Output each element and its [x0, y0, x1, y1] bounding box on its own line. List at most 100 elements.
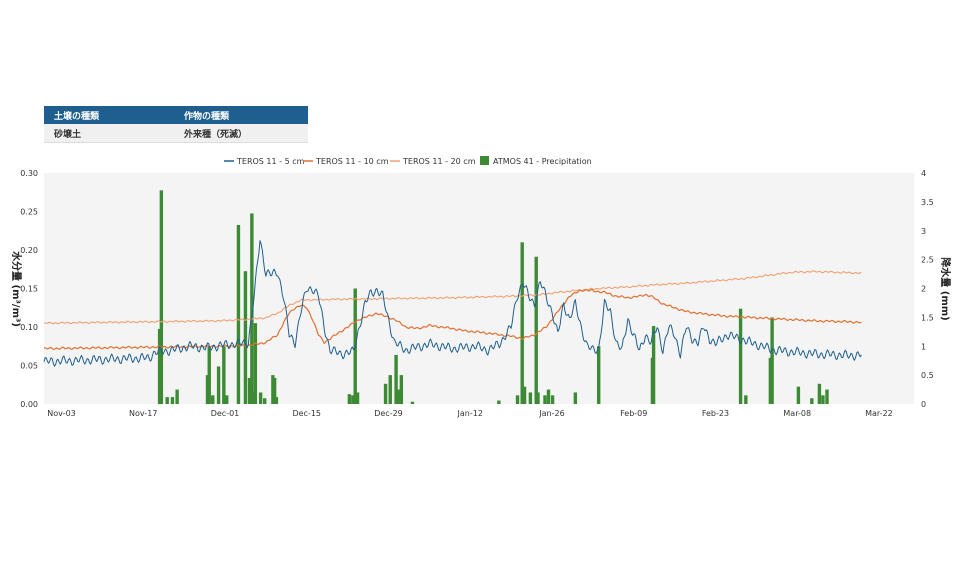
- precipitation-bar: [546, 389, 551, 404]
- precipitation-bar: [543, 395, 547, 404]
- precipitation-bar: [351, 395, 355, 404]
- left-tick-label: 0.10: [20, 323, 38, 332]
- legend-label-precip: ATMOS 41 - Precipitation: [493, 157, 592, 166]
- soil-moisture-chart: TEROS 11 - 5 cm TEROS 11 - 10 cm TEROS 1…: [10, 156, 952, 418]
- legend-label-teros-10: TEROS 11 - 10 cm: [315, 157, 389, 166]
- precipitation-bar: [573, 392, 578, 404]
- precipitation-bar: [596, 346, 601, 404]
- precipitation-bar: [550, 395, 555, 404]
- precipitation-bar: [165, 397, 169, 404]
- precipitation-bar: [528, 392, 533, 404]
- left-tick-label: 0.25: [20, 208, 38, 217]
- precipitation-bar: [497, 400, 501, 404]
- plot-area: [44, 173, 914, 404]
- precipitation-bar: [396, 389, 401, 404]
- right-tick-label: 3: [921, 227, 926, 236]
- precipitation-bar: [157, 328, 162, 404]
- header-soil-type: 土壌の種類: [44, 106, 174, 124]
- precipitation-bar: [383, 383, 388, 404]
- x-tick-label: Nov-17: [129, 409, 157, 418]
- x-tick-label: Dec-29: [374, 409, 403, 418]
- x-tick-label: Mar-08: [783, 409, 811, 418]
- moisture-lines: [43, 240, 862, 367]
- legend-label-teros-20: TEROS 11 - 20 cm: [402, 157, 476, 166]
- precipitation-bar: [410, 401, 415, 404]
- precipitation-bar: [170, 397, 175, 404]
- right-tick-label: 2: [921, 285, 926, 294]
- series-line-teros-20: [43, 270, 862, 325]
- x-tick-label: Jan-12: [457, 409, 483, 418]
- legend-swatch-precip: [480, 156, 489, 165]
- soil-crop-info-table: 土壌の種類 作物の種類 砂壌土 外来種（死滅）: [44, 106, 308, 143]
- x-tick-label: Feb-23: [702, 409, 729, 418]
- left-tick-label: 0.05: [20, 362, 38, 371]
- right-tick-label: 4: [921, 169, 926, 178]
- precipitation-bar: [355, 392, 360, 404]
- precipitation-bar: [796, 386, 801, 404]
- left-tick-label: 0.15: [20, 285, 38, 294]
- x-axis-ticks: Nov-03 Nov-17 Dec-01 Dec-15 Dec-29 Jan-12 Jan-…: [47, 409, 893, 418]
- right-tick-label: 3.5: [921, 198, 934, 207]
- precipitation-bar: [272, 378, 277, 404]
- right-tick-label: 0: [921, 400, 926, 409]
- precipitation-bar: [236, 224, 241, 404]
- right-tick-label: 1.5: [921, 313, 934, 322]
- precipitation-bar: [515, 395, 520, 404]
- precipitation-bar: [347, 394, 352, 404]
- precipitation-bar: [175, 389, 179, 404]
- left-axis-ticks: 0.00 0.05 0.10 0.15 0.20 0.25 0.30: [20, 169, 38, 409]
- precipitation-bar: [271, 375, 275, 404]
- precipitation-bar: [205, 375, 210, 404]
- precipitation-bar: [744, 395, 748, 404]
- precipitation-bar: [770, 317, 774, 404]
- precipitation-bar: [225, 395, 229, 404]
- right-tick-label: 2.5: [921, 256, 934, 265]
- precipitation-bar: [522, 386, 527, 404]
- header-crop-type: 作物の種類: [174, 106, 308, 124]
- precipitation-bar: [247, 378, 252, 404]
- precipitation-bar: [207, 346, 211, 404]
- precipitation-bar: [258, 392, 263, 404]
- precipitation-bar: [222, 346, 226, 404]
- x-tick-label: Feb-09: [620, 409, 647, 418]
- x-tick-label: Jan-26: [538, 409, 564, 418]
- precipitation-bar: [520, 242, 524, 404]
- right-axis-label: 降水量 (mm): [939, 257, 952, 320]
- precipitation-bar: [159, 190, 164, 404]
- precipitation-bar: [536, 392, 540, 404]
- precipitation-bar: [768, 357, 773, 404]
- series-line-teros-10: [43, 289, 862, 350]
- precipitation-bar: [738, 308, 743, 404]
- x-tick-label: Nov-03: [47, 409, 75, 418]
- legend-label-teros-5: TEROS 11 - 5 cm: [236, 157, 305, 166]
- precipitation-bar: [253, 323, 258, 404]
- info-table-header-row: 土壌の種類 作物の種類: [44, 106, 308, 124]
- precipitation-bar: [817, 383, 822, 404]
- left-tick-label: 0.00: [20, 400, 38, 409]
- precipitation-bar: [250, 213, 254, 404]
- precipitation-bar: [810, 398, 814, 404]
- x-tick-label: Mar-22: [865, 409, 893, 418]
- right-tick-label: 0.5: [921, 371, 934, 380]
- precipitation-bar: [263, 398, 267, 404]
- precipitation-bar: [211, 395, 215, 404]
- series-line-teros-5: [43, 240, 862, 367]
- x-tick-label: Dec-01: [211, 409, 240, 418]
- precipitation-bar: [825, 389, 829, 404]
- left-tick-label: 0.20: [20, 246, 38, 255]
- x-tick-label: Dec-15: [292, 409, 321, 418]
- precipitation-bar: [821, 395, 825, 404]
- precipitation-bar: [274, 397, 279, 404]
- legend: TEROS 11 - 5 cm TEROS 11 - 10 cm TEROS 1…: [224, 156, 592, 166]
- precipitation-bar: [388, 375, 392, 404]
- precipitation-bar: [394, 354, 398, 404]
- info-table-row: 砂壌土 外来種（死滅）: [44, 124, 308, 143]
- precipitation-bar: [216, 366, 221, 404]
- left-tick-label: 0.30: [20, 169, 38, 178]
- precipitation-bar: [534, 256, 538, 404]
- right-tick-label: 1: [921, 342, 926, 351]
- cell-crop-type: 外来種（死滅）: [174, 124, 308, 143]
- precipitation-bar: [243, 271, 248, 404]
- precipitation-bar: [399, 375, 404, 404]
- left-axis-label: 水分量 (m³/m³): [10, 250, 23, 327]
